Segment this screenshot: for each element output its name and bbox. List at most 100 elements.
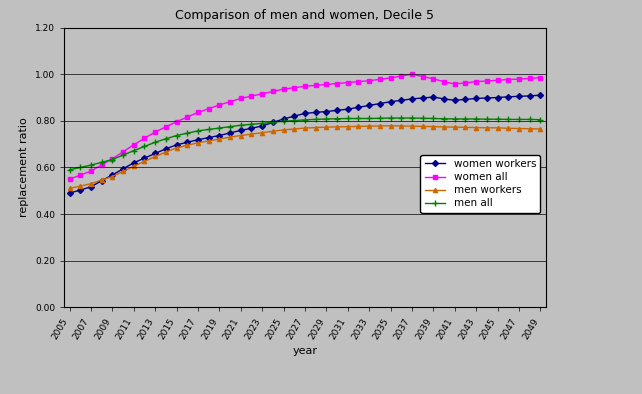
men all (258, 121, 266, 126)
women workers (173, 143, 180, 147)
men all (152, 140, 159, 145)
women workers (237, 128, 245, 133)
women all (505, 77, 512, 82)
men all (386, 116, 394, 121)
men workers (537, 126, 544, 131)
women all (130, 143, 137, 147)
women all (333, 81, 341, 86)
women all (248, 94, 256, 98)
men workers (515, 126, 523, 131)
men workers (237, 133, 245, 138)
women all (258, 91, 266, 96)
women workers (87, 184, 95, 189)
X-axis label: year: year (293, 346, 317, 356)
men workers (301, 126, 309, 130)
women workers (258, 124, 266, 128)
men all (87, 163, 95, 167)
women all (98, 162, 105, 167)
men all (526, 117, 534, 122)
men all (419, 116, 426, 121)
women all (216, 102, 223, 107)
women all (76, 173, 84, 178)
women workers (473, 96, 480, 101)
women workers (494, 95, 501, 100)
men all (365, 116, 373, 121)
women workers (248, 126, 256, 131)
women workers (451, 98, 458, 103)
women workers (280, 117, 288, 121)
men all (397, 116, 405, 121)
men all (119, 153, 127, 158)
women all (365, 78, 373, 83)
men workers (451, 125, 458, 130)
men workers (505, 126, 512, 131)
Y-axis label: replacement ratio: replacement ratio (19, 117, 30, 217)
men all (173, 133, 180, 138)
Line: men workers: men workers (67, 124, 542, 191)
women workers (429, 95, 437, 99)
men workers (141, 159, 148, 164)
men workers (440, 125, 448, 129)
women workers (152, 151, 159, 156)
women all (119, 149, 127, 154)
men workers (386, 123, 394, 128)
men all (162, 136, 169, 141)
women workers (119, 167, 127, 171)
men workers (397, 124, 405, 128)
men all (473, 117, 480, 121)
women all (205, 106, 213, 111)
men all (65, 167, 73, 172)
women all (419, 74, 426, 79)
Line: men all: men all (66, 115, 544, 173)
women all (397, 74, 405, 78)
men all (237, 123, 245, 128)
men all (141, 144, 148, 149)
men workers (76, 184, 84, 188)
women all (408, 72, 416, 76)
men workers (376, 124, 384, 128)
women all (162, 125, 169, 129)
women workers (290, 114, 298, 119)
women workers (98, 178, 105, 183)
women workers (162, 147, 169, 151)
women workers (419, 96, 426, 100)
women workers (483, 96, 490, 100)
Legend: women workers, women all, men workers, men all: women workers, women all, men workers, m… (421, 155, 541, 213)
men all (354, 116, 362, 121)
men workers (162, 150, 169, 154)
men all (269, 120, 277, 125)
Line: women all: women all (67, 72, 542, 181)
women workers (130, 160, 137, 165)
men workers (108, 174, 116, 179)
men all (451, 117, 458, 121)
men all (216, 126, 223, 130)
men workers (98, 178, 105, 182)
women workers (205, 135, 213, 140)
women all (376, 77, 384, 82)
women all (386, 76, 394, 80)
women workers (76, 188, 84, 192)
men all (248, 122, 256, 127)
men workers (333, 125, 341, 129)
men workers (152, 154, 159, 159)
women all (462, 80, 469, 85)
women all (87, 169, 95, 173)
women all (65, 177, 73, 182)
women all (429, 76, 437, 81)
women workers (65, 191, 73, 195)
men workers (365, 124, 373, 128)
men workers (312, 125, 320, 130)
men all (440, 116, 448, 121)
women workers (141, 156, 148, 160)
men all (376, 116, 384, 121)
men all (515, 117, 523, 122)
men all (98, 160, 105, 165)
men all (130, 148, 137, 153)
women workers (386, 99, 394, 104)
women all (184, 115, 191, 119)
men workers (248, 132, 256, 136)
women workers (397, 98, 405, 103)
women all (173, 119, 180, 124)
men all (344, 116, 352, 121)
men workers (65, 186, 73, 191)
